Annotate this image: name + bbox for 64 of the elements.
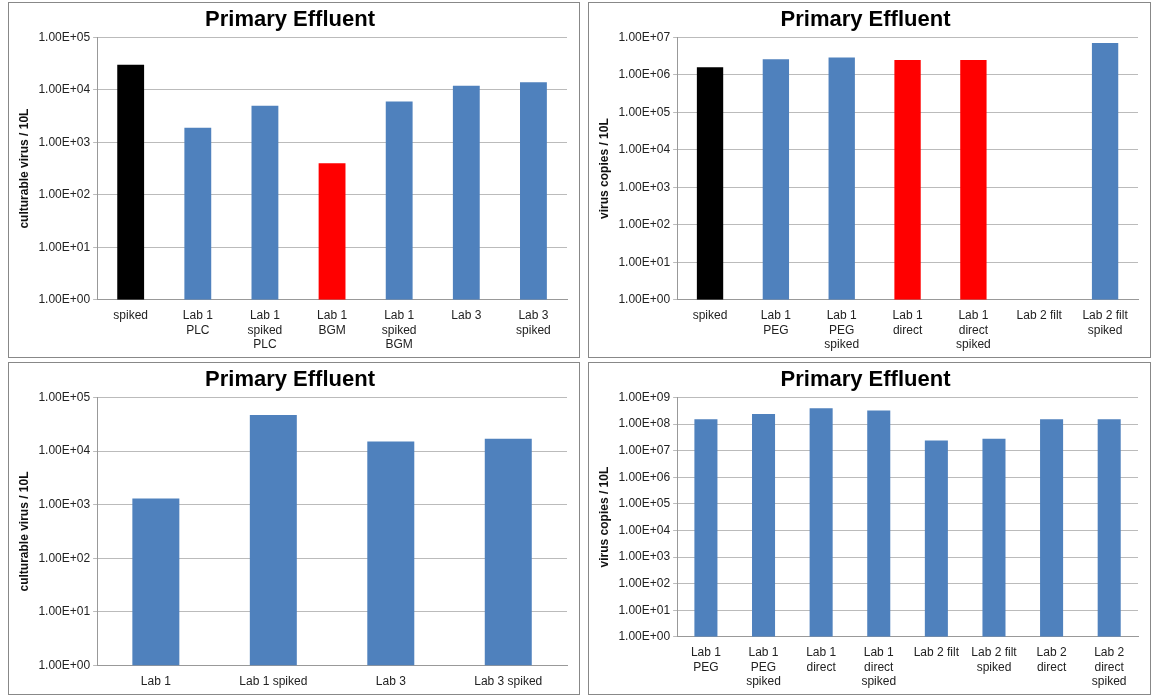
y-tick-label: 1.00E+05 <box>618 496 671 511</box>
x-tick-label: Lab 2 direct <box>1036 645 1067 674</box>
chart-title: Primary Effluent <box>780 366 952 392</box>
x-tick-label: Lab 1 spiked PLC <box>247 308 283 352</box>
y-axis-title: culturable virus / 10L <box>16 471 31 592</box>
x-tick-label: Lab 1 direct <box>892 308 923 337</box>
x-tick-label: Lab 1 spiked BGM <box>381 308 417 352</box>
y-tick-label: 1.00E+05 <box>38 29 91 44</box>
y-tick-label: 1.00E+04 <box>618 522 671 537</box>
x-tick-label: Lab 1 PEG <box>760 308 792 337</box>
x-tick-label: Lab 1 direct spiked <box>861 645 897 689</box>
y-tick-label: 1.00E+00 <box>38 657 91 672</box>
y-tick-label: 1.00E+00 <box>618 629 671 644</box>
y-tick-label: 1.00E+03 <box>618 179 671 194</box>
chart-title: Primary Effluent <box>205 6 376 32</box>
y-tick-label: 1.00E+01 <box>618 254 671 269</box>
y-tick-label: 1.00E+01 <box>618 602 671 617</box>
y-tick-label: 1.00E+02 <box>38 550 91 565</box>
y-tick-label: 1.00E+07 <box>618 29 671 44</box>
x-tick-label: Lab 1 spiked <box>239 674 308 689</box>
y-axis-title: virus copies / 10L <box>596 466 611 568</box>
y-tick-label: 1.00E+00 <box>38 292 91 307</box>
y-tick-label: 1.00E+06 <box>618 469 671 484</box>
x-tick-label: Lab 2 direct spiked <box>1091 645 1127 689</box>
y-tick-label: 1.00E+04 <box>38 443 91 458</box>
y-tick-label: 1.00E+04 <box>38 82 91 97</box>
y-axis-title: virus copies / 10L <box>596 118 611 219</box>
y-tick-label: 1.00E+03 <box>618 549 671 564</box>
y-tick-label: 1.00E+05 <box>38 389 91 404</box>
y-tick-label: 1.00E+07 <box>618 442 671 457</box>
x-tick-label: Lab 3 <box>451 308 482 323</box>
x-tick-label: Lab 2 filt <box>1016 308 1063 323</box>
y-tick-label: 1.00E+03 <box>38 134 91 149</box>
x-tick-label: spiked <box>692 308 728 323</box>
x-tick-label: Lab 2 filt <box>913 645 960 660</box>
x-tick-label: spiked <box>113 308 149 323</box>
x-tick-label: Lab 2 filt spiked <box>971 645 1018 674</box>
x-tick-label: Lab 1 BGM <box>317 308 348 337</box>
y-tick-label: 1.00E+01 <box>38 239 91 254</box>
x-tick-label: Lab 1 direct <box>806 645 837 674</box>
x-tick-label: Lab 1 PLC <box>182 308 214 337</box>
y-tick-label: 1.00E+03 <box>38 496 91 511</box>
x-tick-label: Lab 1 <box>140 674 172 689</box>
y-tick-label: 1.00E+02 <box>38 187 91 202</box>
y-tick-label: 1.00E+06 <box>618 67 671 82</box>
y-tick-label: 1.00E+09 <box>618 389 671 404</box>
x-tick-label: Lab 3 <box>375 674 407 689</box>
y-tick-label: 1.00E+00 <box>618 292 671 307</box>
y-tick-label: 1.00E+01 <box>38 604 91 619</box>
x-tick-label: Lab 1 PEG <box>690 645 722 674</box>
x-tick-label: Lab 1 PEG spiked <box>746 645 781 689</box>
y-tick-label: 1.00E+08 <box>618 416 671 431</box>
x-tick-label: Lab 1 direct spiked <box>956 308 991 352</box>
x-tick-label: Lab 2 filt spiked <box>1082 308 1129 337</box>
y-tick-label: 1.00E+02 <box>618 575 671 590</box>
y-tick-label: 1.00E+05 <box>618 104 671 119</box>
x-tick-label: Lab 1 PEG spiked <box>824 308 860 352</box>
chart-title: Primary Effluent <box>780 6 952 32</box>
y-tick-label: 1.00E+02 <box>618 217 671 232</box>
y-tick-label: 1.00E+04 <box>618 142 671 157</box>
x-tick-label: Lab 3 spiked <box>474 674 543 689</box>
x-tick-label: Lab 3 spiked <box>516 308 551 337</box>
chart-title: Primary Effluent <box>205 366 376 392</box>
y-axis-title: culturable virus / 10L <box>16 108 31 229</box>
